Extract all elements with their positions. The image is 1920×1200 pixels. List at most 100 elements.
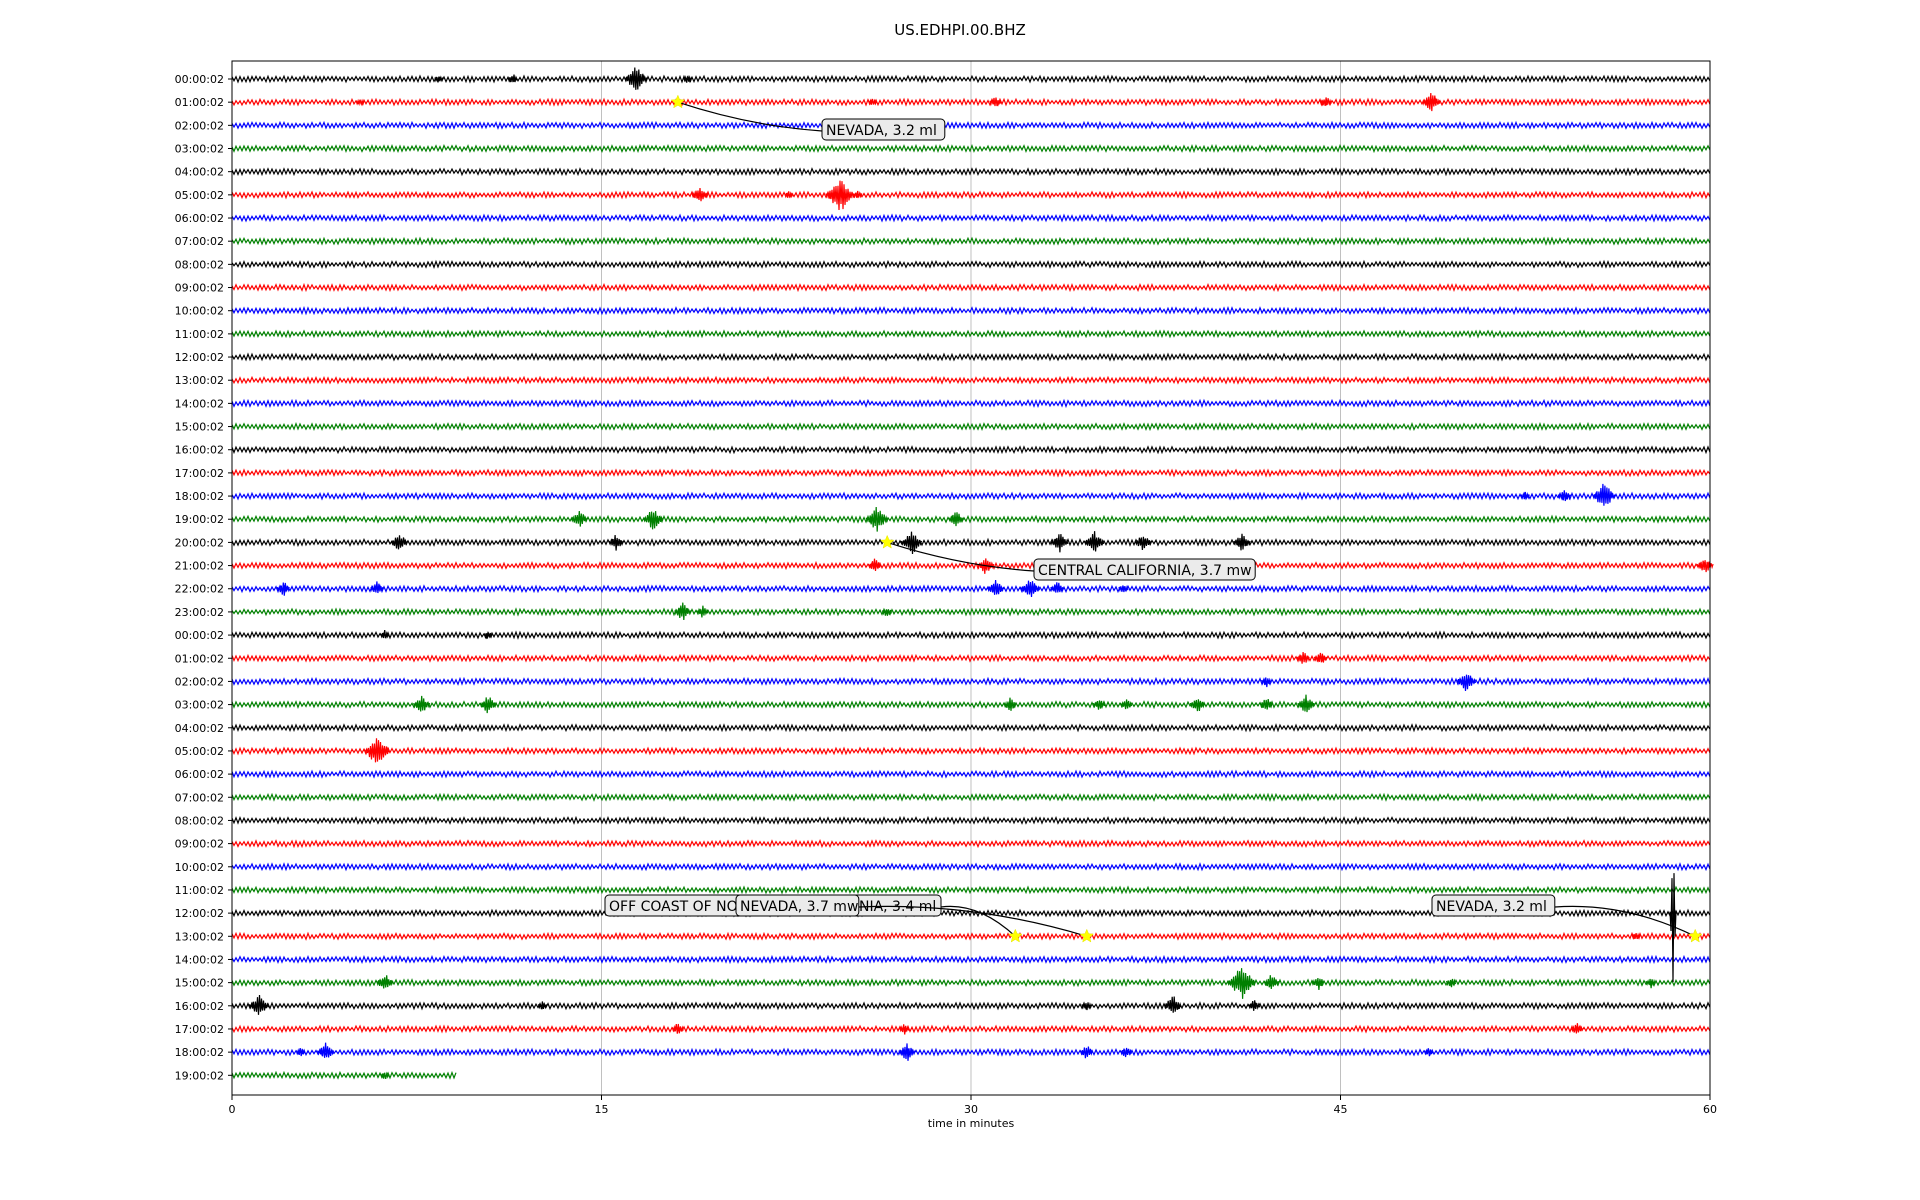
seismic-burst (1227, 968, 1257, 999)
y-tick-label: 01:00:02 (175, 96, 224, 109)
event-connector (677, 101, 823, 132)
seismic-burst (784, 191, 794, 199)
event-connector (940, 905, 1016, 937)
seismic-burst (867, 98, 878, 106)
event-label-box (1431, 894, 1556, 917)
y-tick-label: 01:00:02 (175, 652, 224, 665)
x-tick-label: 45 (1334, 1103, 1348, 1116)
trace-row (231, 815, 1711, 826)
y-tick-label: 02:00:02 (175, 119, 224, 132)
y-tick-label: 06:00:02 (175, 768, 224, 781)
y-tick-label: 18:00:02 (175, 1046, 224, 1059)
trace-row (231, 1024, 1711, 1034)
event-label: CENTRAL CALIFORNIA, 3.7 mw (1038, 563, 1252, 579)
trace-row (231, 259, 1711, 269)
seismic-burst (1455, 674, 1477, 692)
y-tick-label: 09:00:02 (175, 838, 224, 851)
y-tick-label: 19:00:02 (175, 513, 224, 526)
trace-row (231, 329, 1711, 339)
trace-row (231, 769, 1711, 779)
y-tick-label: 22:00:02 (175, 583, 224, 596)
event-annotations: NEVADA, 3.2 ml CENTRAL CALIFORNIA, 3.7 mw… (604, 94, 1703, 943)
seismic-burst (1050, 534, 1069, 553)
seismic-burst (1120, 1047, 1133, 1058)
seismic-burst (1669, 873, 1677, 983)
x-tick-label: 0 (229, 1103, 236, 1116)
seismic-burst (1263, 975, 1279, 990)
trace-row (231, 1001, 1711, 1011)
seismic-burst (1557, 490, 1571, 502)
trace-row (231, 236, 1711, 246)
seismic-burst (1570, 1023, 1583, 1034)
trace-row (231, 954, 1711, 965)
seismic-burst (989, 97, 1002, 107)
x-axis: 0 15 30 45 60 (229, 1095, 1717, 1116)
y-tick-label: 15:00:02 (175, 421, 224, 434)
seismic-burst (1319, 97, 1332, 106)
seismic-burst (570, 511, 588, 527)
seismic-burst (1084, 531, 1105, 552)
x-axis-label: time in minutes (928, 1117, 1015, 1130)
seismic-burst (1081, 1001, 1092, 1011)
seismic-burst (380, 630, 390, 639)
seismic-burst (248, 994, 270, 1015)
seismic-burst (370, 581, 384, 594)
grid-lines (601, 61, 1341, 1095)
seismic-burst (1092, 700, 1106, 710)
trace-row (231, 630, 1711, 640)
seismic-burst (898, 1043, 916, 1061)
seismic-burst (537, 1001, 547, 1010)
x-tick-label: 30 (964, 1103, 978, 1116)
trace-row (231, 792, 1711, 802)
y-tick-label: 05:00:02 (175, 745, 224, 758)
seismic-burst (355, 98, 365, 107)
trace-row (231, 537, 1711, 548)
chart-title: US.EDHPI.00.BHZ (894, 21, 1026, 39)
seismic-burst (1050, 582, 1064, 593)
seismic-burst (317, 1042, 335, 1058)
trace-row (231, 1070, 457, 1080)
seismic-burst (380, 1071, 390, 1080)
trace-row (231, 74, 1711, 84)
seismic-burst (1313, 652, 1327, 663)
seismic-burst (987, 580, 1005, 595)
seismic-burst (376, 975, 394, 989)
y-tick-label: 11:00:02 (175, 328, 224, 341)
seismic-burst (1297, 694, 1315, 713)
y-tick-label: 21:00:02 (175, 560, 224, 573)
trace-row (231, 746, 1711, 756)
seismic-burst (899, 1024, 910, 1035)
trace-row (231, 190, 1711, 200)
seismic-burst (363, 738, 391, 763)
trace-row (231, 143, 1711, 154)
trace-row (231, 445, 1711, 455)
y-tick-label: 12:00:02 (175, 907, 224, 920)
y-tick-label: 16:00:02 (175, 444, 224, 457)
trace-row (231, 468, 1711, 478)
trace-row (231, 398, 1711, 409)
seismic-burst (671, 1023, 684, 1034)
trace-row (231, 931, 1711, 941)
event-label-box (821, 118, 946, 141)
seismic-burst (1134, 536, 1152, 550)
y-tick-label: 20:00:02 (175, 536, 224, 549)
y-tick-label: 13:00:02 (175, 930, 224, 943)
seismic-burst (608, 534, 624, 551)
trace-row (231, 584, 1711, 594)
seismic-burst (1079, 1046, 1093, 1059)
seismic-burst (1259, 699, 1273, 710)
event-star-marker (1008, 928, 1023, 943)
y-tick-label: 00:00:02 (175, 629, 224, 642)
y-tick-label: 18:00:02 (175, 490, 224, 503)
trace-row (231, 421, 1711, 432)
seismic-burst (507, 74, 518, 83)
y-tick-label: 23:00:02 (175, 606, 224, 619)
seismic-burst (683, 75, 693, 83)
seismic-burst (674, 602, 692, 621)
y-tick-label: 00:00:02 (175, 73, 224, 86)
y-tick-label: 08:00:02 (175, 258, 224, 271)
y-tick-labels: 00:00:02 01:00:02 02:00:02 03:00:02 04:00:02… (175, 73, 232, 1082)
seismic-burst (1422, 92, 1441, 112)
